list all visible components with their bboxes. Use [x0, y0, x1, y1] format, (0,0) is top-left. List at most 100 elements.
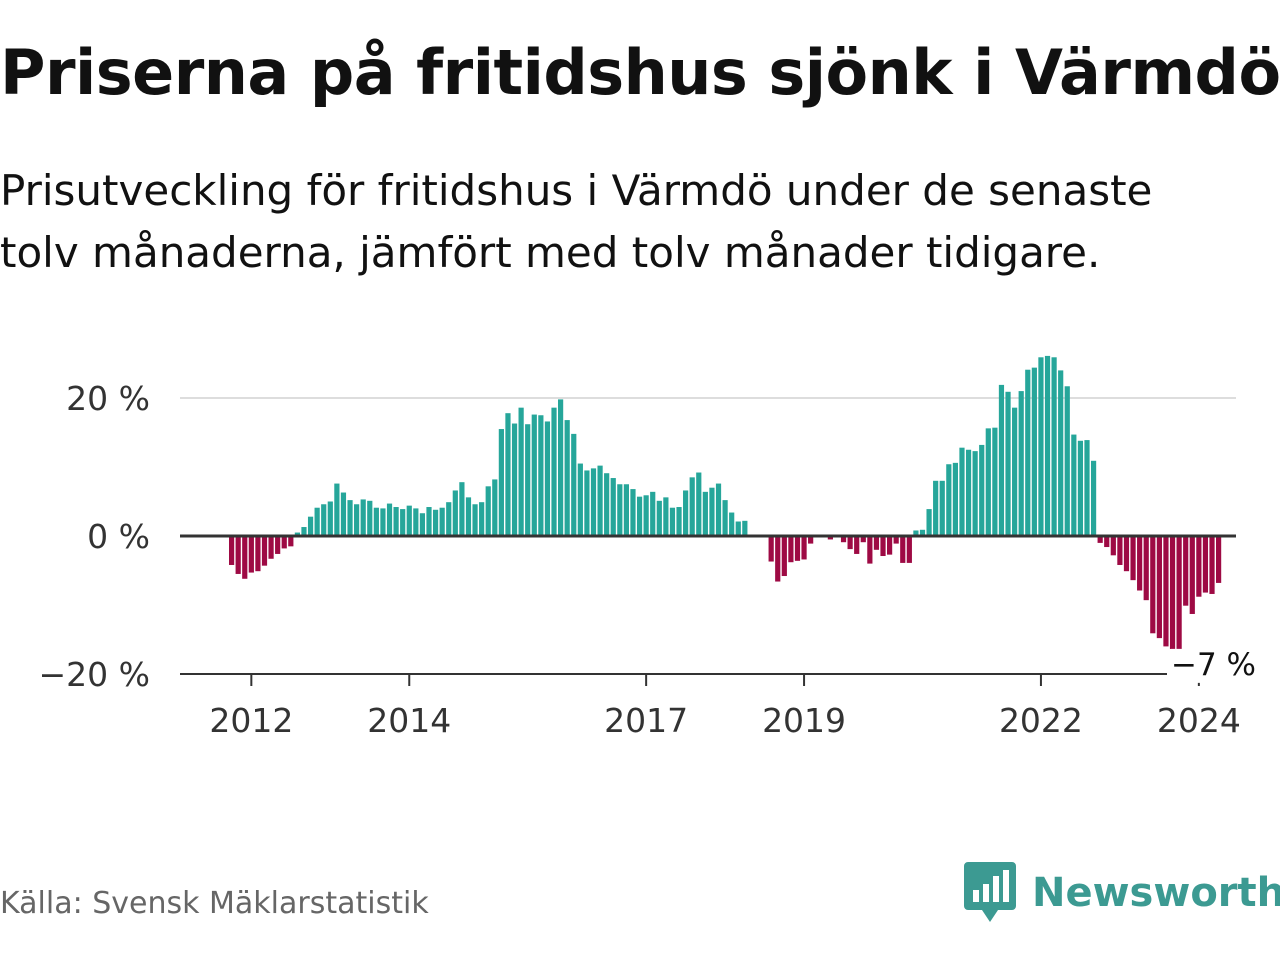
bar: [367, 500, 373, 536]
newsworthy-logo[interactable]: Newsworthy: [964, 862, 1280, 924]
bar: [452, 490, 458, 536]
bar: [558, 399, 564, 536]
bar: [952, 462, 958, 536]
bar: [498, 429, 504, 536]
bar: [1071, 434, 1077, 536]
bar: [1077, 440, 1084, 536]
bar: [735, 521, 741, 536]
bar: [669, 507, 676, 536]
bar: [729, 512, 735, 536]
bar: [972, 451, 978, 536]
bar: [597, 465, 603, 536]
bar-chart-logo-icon: [964, 862, 1016, 922]
bar: [1130, 536, 1136, 581]
bar: [1031, 367, 1037, 536]
bar: [873, 536, 880, 550]
bar: [880, 536, 886, 557]
bar: [1117, 536, 1123, 565]
bar: [472, 504, 478, 536]
bar: [1018, 391, 1024, 536]
bar: [1169, 536, 1176, 658]
bar: [446, 502, 452, 536]
bar: [610, 478, 616, 536]
axes: [180, 534, 1236, 686]
y-tick-label: 20 %: [66, 379, 150, 418]
bar: [906, 536, 912, 563]
bar: [788, 536, 794, 563]
bar: [1051, 357, 1057, 536]
bar: [571, 433, 577, 536]
y-axis-labels: 20 % 0 % −20 %: [39, 379, 151, 694]
x-tick-label: 2022: [999, 701, 1083, 740]
bar: [525, 424, 531, 536]
bar: [623, 484, 629, 536]
bar: [334, 483, 340, 536]
bar: [617, 484, 623, 536]
bar: [551, 407, 557, 536]
bar: [340, 492, 347, 536]
chart-title: Priserna på fritidshus sjönk i Värmdö: [0, 36, 1280, 109]
bar: [386, 503, 393, 536]
bar: [432, 509, 439, 536]
bar: [294, 532, 300, 536]
bar: [288, 536, 294, 547]
bar: [564, 420, 570, 536]
bar: [887, 536, 893, 555]
bar: [939, 480, 945, 536]
bar: [492, 479, 498, 536]
bar: [261, 536, 268, 566]
bar: [827, 536, 833, 540]
bar: [229, 536, 235, 565]
bar: [518, 407, 524, 536]
chart-subtitle: Prisutveckling för fritidshus i Värmdö u…: [0, 166, 1153, 277]
bar: [347, 500, 353, 536]
y-tick-label: −20 %: [39, 655, 151, 694]
annotations: −7 %: [1167, 647, 1256, 683]
bar: [867, 536, 873, 564]
bar: [1189, 536, 1195, 614]
bar: [511, 423, 518, 536]
bar: [893, 536, 899, 544]
bar: [643, 495, 649, 536]
bar: [676, 507, 682, 536]
bar: [439, 507, 445, 536]
bar: [248, 536, 254, 573]
bar: [663, 497, 669, 536]
bar: [702, 491, 708, 536]
bar: [380, 508, 386, 536]
bar: [1202, 536, 1209, 593]
bar: [919, 529, 926, 536]
bar: [590, 468, 597, 536]
bar: [1196, 536, 1202, 597]
bar: [1090, 460, 1097, 536]
bar: [1176, 536, 1182, 658]
bar: [630, 489, 636, 536]
x-tick-label: 2019: [762, 701, 846, 740]
bar: [1084, 440, 1090, 536]
bar: [400, 509, 406, 536]
bar: [683, 490, 689, 536]
latest-value-label: −7 %: [1171, 647, 1256, 683]
bar: [840, 536, 847, 543]
bar: [268, 536, 274, 559]
bar: [1163, 536, 1169, 647]
bar: [604, 473, 610, 536]
x-tick-label: 2024: [1157, 701, 1241, 740]
bar: [1123, 536, 1130, 572]
bar: [459, 482, 465, 536]
bar: [1156, 536, 1162, 639]
bar: [479, 502, 485, 536]
bar-series: [229, 355, 1222, 658]
bar: [722, 500, 728, 536]
bar-chart: 20 % 0 % −20 % 2012 2014 2017 2019 2022 2024 −7…: [39, 355, 1256, 740]
bar: [235, 536, 241, 574]
bar: [1143, 536, 1149, 601]
bar: [531, 414, 537, 536]
bar: [808, 536, 814, 544]
bar: [1058, 370, 1064, 536]
bar: [860, 536, 866, 543]
bar: [360, 499, 366, 536]
bar: [768, 536, 774, 562]
bar: [465, 497, 472, 536]
end-label-background: [1167, 648, 1255, 683]
